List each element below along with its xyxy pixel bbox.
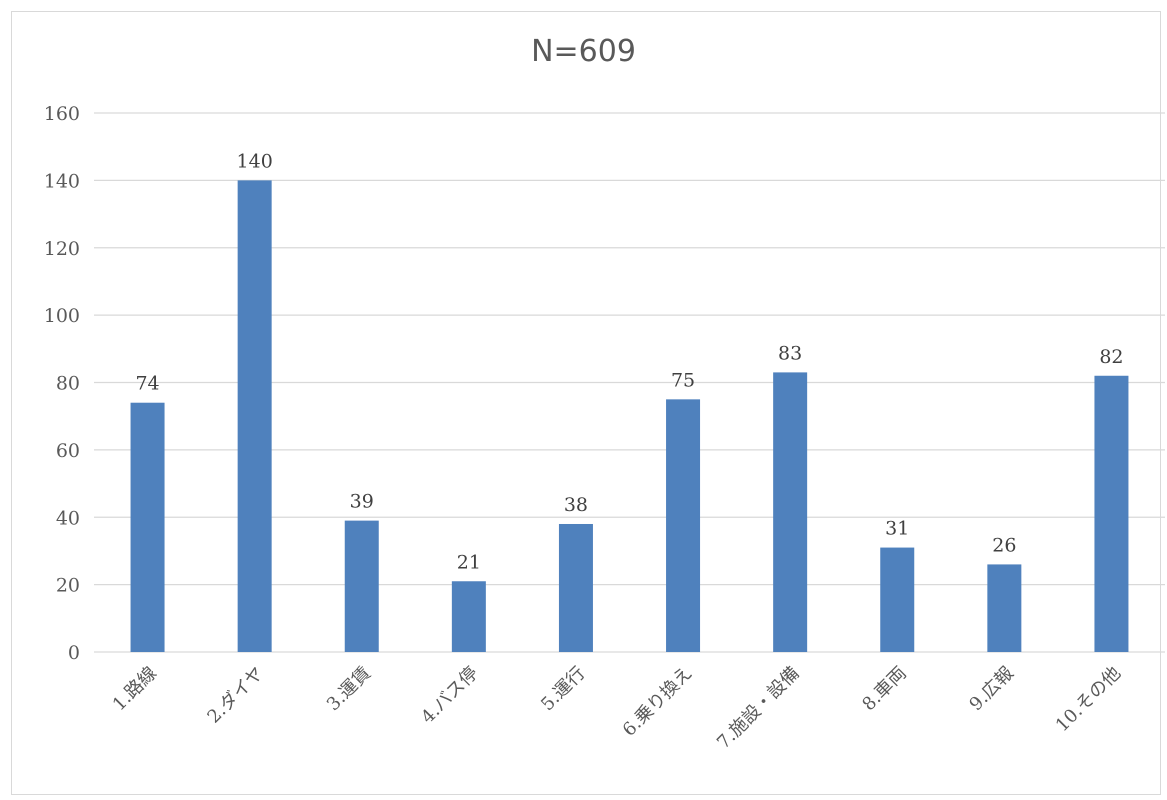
bars	[130, 180, 1129, 652]
bar	[880, 547, 915, 652]
data-label: 31	[885, 518, 909, 540]
x-axis: 1.路線 2.ダイヤ 3.運賃 4.バス停 5.運行 6.乗り換え 7.施設・設備 8.車両 9…	[109, 663, 1125, 754]
x-tick-label: 8.車両	[858, 663, 910, 715]
data-labels: 74 140 39 21 38 75 83 31 26 82	[135, 150, 1123, 573]
bar	[130, 402, 165, 652]
bar	[237, 180, 272, 652]
data-label: 39	[350, 491, 374, 513]
data-label: 38	[564, 494, 588, 516]
bar	[1094, 375, 1129, 652]
x-tick-label: 4.バス停	[417, 663, 482, 728]
y-tick-label: 80	[56, 373, 80, 395]
gridlines	[94, 112, 1165, 653]
x-tick-label: 2.ダイヤ	[203, 663, 268, 728]
x-tick-label: 10.その他	[1052, 663, 1125, 736]
data-label: 74	[135, 373, 159, 395]
x-tick-label: 5.運行	[537, 663, 589, 715]
y-tick-label: 160	[44, 103, 80, 125]
y-tick-label: 140	[44, 170, 80, 192]
x-tick-label: 3.運賃	[323, 663, 375, 715]
bar	[987, 564, 1022, 652]
x-tick-label: 6.乗り換え	[619, 663, 697, 741]
bar	[451, 581, 486, 652]
data-label: 82	[1099, 346, 1123, 368]
bar	[666, 399, 701, 652]
bar	[344, 520, 379, 652]
data-label: 75	[671, 369, 695, 391]
data-label: 140	[237, 150, 273, 172]
data-label: 21	[457, 551, 481, 573]
bar	[773, 372, 808, 652]
bar	[558, 523, 593, 652]
x-tick-label: 1.路線	[109, 663, 161, 715]
data-label: 83	[778, 342, 802, 364]
y-tick-label: 120	[44, 238, 80, 260]
chart-title: N=609	[531, 34, 636, 69]
x-tick-label: 9.広報	[965, 663, 1017, 715]
y-tick-label: 40	[56, 507, 80, 529]
chart-area	[11, 11, 1161, 795]
y-tick-label: 100	[44, 305, 80, 327]
y-axis: 0 20 40 60 80 100 120 140 160	[44, 103, 80, 664]
y-tick-label: 0	[68, 642, 80, 664]
y-tick-label: 60	[56, 440, 80, 462]
x-tick-label: 7.施設・設備	[713, 663, 804, 754]
y-tick-label: 20	[56, 575, 80, 597]
data-label: 26	[992, 534, 1016, 556]
